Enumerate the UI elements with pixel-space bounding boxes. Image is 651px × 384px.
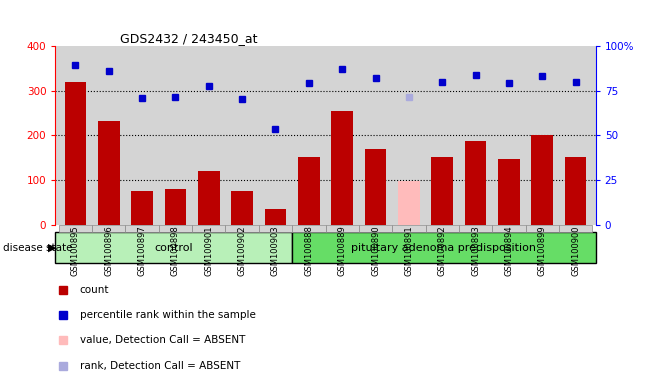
Bar (165, 189, 186, 225)
Bar (292, 225, 326, 232)
Bar (398, 181, 420, 225)
Bar (331, 111, 353, 225)
Bar (55, 232, 292, 263)
Text: GSM100893: GSM100893 (471, 225, 480, 276)
Text: GSM100888: GSM100888 (304, 225, 313, 276)
Bar (98, 121, 120, 225)
Bar (559, 225, 592, 232)
Bar (426, 225, 459, 232)
Text: GSM100902: GSM100902 (238, 225, 247, 276)
Bar (365, 149, 387, 225)
Text: GSM100889: GSM100889 (338, 225, 347, 276)
Text: control: control (154, 243, 193, 253)
Text: GSM100896: GSM100896 (104, 225, 113, 276)
Bar (392, 225, 426, 232)
Bar (192, 225, 225, 232)
Text: ▶: ▶ (48, 243, 56, 253)
Bar (132, 191, 153, 225)
Text: GSM100903: GSM100903 (271, 225, 280, 276)
Text: GSM100900: GSM100900 (571, 225, 580, 276)
Bar (465, 141, 486, 225)
Bar (498, 159, 519, 225)
Bar (259, 225, 292, 232)
Bar (292, 232, 596, 263)
Bar (126, 225, 159, 232)
Text: GSM100898: GSM100898 (171, 225, 180, 276)
Bar (64, 82, 86, 225)
Bar (492, 225, 525, 232)
Bar (459, 225, 492, 232)
Bar (298, 157, 320, 225)
Text: GSM100897: GSM100897 (137, 225, 146, 276)
Text: disease state: disease state (3, 243, 73, 253)
Bar (225, 225, 259, 232)
Bar (159, 225, 192, 232)
Text: GSM100894: GSM100894 (505, 225, 514, 276)
Bar (326, 225, 359, 232)
Bar (59, 225, 92, 232)
Bar (359, 225, 392, 232)
Bar (531, 136, 553, 225)
Bar (198, 171, 219, 225)
Text: GDS2432 / 243450_at: GDS2432 / 243450_at (120, 32, 258, 45)
Text: count: count (79, 285, 109, 295)
Text: rank, Detection Call = ABSENT: rank, Detection Call = ABSENT (79, 361, 240, 371)
Bar (432, 157, 453, 225)
Text: GSM100891: GSM100891 (404, 225, 413, 276)
Bar (525, 225, 559, 232)
Text: pituitary adenoma predisposition: pituitary adenoma predisposition (351, 243, 536, 253)
Text: percentile rank within the sample: percentile rank within the sample (79, 310, 256, 320)
Bar (264, 209, 286, 225)
Bar (92, 225, 126, 232)
Text: value, Detection Call = ABSENT: value, Detection Call = ABSENT (79, 335, 245, 345)
Text: GSM100895: GSM100895 (71, 225, 80, 276)
Text: GSM100901: GSM100901 (204, 225, 214, 276)
Text: GSM100892: GSM100892 (437, 225, 447, 276)
Bar (565, 157, 587, 225)
Text: GSM100899: GSM100899 (538, 225, 547, 276)
Bar (231, 191, 253, 225)
Text: GSM100890: GSM100890 (371, 225, 380, 276)
